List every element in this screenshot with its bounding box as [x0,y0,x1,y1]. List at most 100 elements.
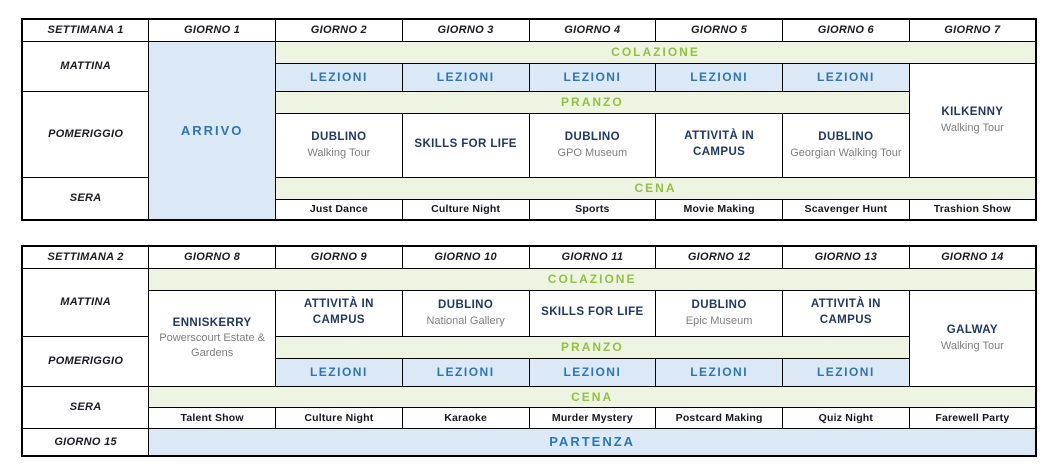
week2-pranzo-cell: PRANZO [275,335,910,359]
week2-label-giorno-15: GIORNO 15 [21,427,150,457]
activity-title: DUBLINO [564,131,620,144]
week1-breakfast-row: MATTINA ARRIVO COLAZIONE [21,40,1037,221]
week1-lessons-row: LEZIONI LEZIONI LEZIONI LEZIONI LEZIONI … [22,62,1037,178]
week2-lezioni-giorno-11: LEZIONI [528,357,657,387]
week2-header-giorno-13: GIORNO 13 [782,245,910,269]
trip-subtitle: Walking Tour [940,339,1004,352]
week1-activity-giorno-2: DUBLINO Walking Tour [275,112,403,178]
week2-label-pomeriggio: POMERIGGIO [21,335,150,387]
week1-lezioni-giorno-2: LEZIONI [275,62,403,92]
week2-evening-giorno-10: Karaoke [401,406,530,429]
week2-dinner-row: SERA CENA [21,385,1037,429]
week2-colazione-cell: COLAZIONE [148,267,1037,291]
week2-evening-giorno-9: Culture Night [275,406,403,429]
week2-activity-giorno-12: DUBLINO Epic Museum [655,289,783,337]
week2-header-giorno-11: GIORNO 11 [528,245,657,269]
week2-cena-cell: CENA [148,385,1037,408]
week2-galway-cell: GALWAY Walking Tour [908,289,1037,387]
activity-subtitle: Epic Museum [685,314,753,327]
week2-morning-activities-row: ENNISKERRY Powerscourt Estate & Gardens … [22,289,1037,387]
week1-header-giorno-1: GIORNO 1 [148,18,276,42]
week2-header-giorno-12: GIORNO 12 [655,245,783,269]
activity-subtitle: National Gallery [426,314,505,327]
week2-lezioni-giorno-13: LEZIONI [782,357,910,387]
trip-subtitle: Powerscourt Estate & Gardens [159,332,266,359]
week1-header-giorno-2: GIORNO 2 [275,18,403,42]
tables-gap [21,221,1037,245]
week2-breakfast-row: MATTINA COLAZIONE [21,267,1037,337]
week1-evening-giorno-6: Scavenger Hunt [782,198,910,221]
week2-evening-activities-row: Talent Show Culture Night Karaoke Murder… [22,406,1037,429]
activity-title: SKILLS FOR LIFE [414,138,517,151]
week1-evening-giorno-7: Trashion Show [908,198,1037,221]
week2-label-sera: SERA [21,385,150,429]
schedule-wrap: SETTIMANA 1 GIORNO 1 GIORNO 2 GIORNO 3 G… [21,18,1037,457]
activity-subtitle: Walking Tour [307,146,371,159]
week2-header-giorno-8: GIORNO 8 [148,245,276,269]
week1-arrivo-cell: ARRIVO [148,40,276,221]
week1-lezioni-giorno-5: LEZIONI [655,62,783,92]
week1-evening-giorno-3: Culture Night [401,198,530,221]
week1-header-row: SETTIMANA 1 GIORNO 1 GIORNO 2 GIORNO 3 G… [21,18,1037,42]
week1-lezioni-giorno-6: LEZIONI [782,62,910,92]
activity-title: DUBLINO [818,131,874,144]
week2-activity-giorno-10: DUBLINO National Gallery [401,289,530,337]
week1-evening-giorno-2: Just Dance [275,198,403,221]
week1-cena-cell: CENA [275,176,1037,200]
week2-header-settimana: SETTIMANA 2 [21,245,150,269]
week1-header-giorno-3: GIORNO 3 [401,18,530,42]
activity-title: ATTIVITÀ IN CAMPUS [684,130,755,158]
trip-title: KILKENNY [941,106,1004,119]
week1-header-settimana: SETTIMANA 1 [21,18,150,42]
week1-colazione-cell: COLAZIONE [275,40,1037,64]
week2-enniskerry-cell: ENNISKERRY Powerscourt Estate & Gardens [148,289,276,387]
week1-pranzo-cell: PRANZO [275,90,910,114]
activity-title: ATTIVITÀ IN CAMPUS [303,298,374,326]
week2-activity-giorno-11: SKILLS FOR LIFE [528,289,657,337]
week1-header-giorno-7: GIORNO 7 [908,18,1037,42]
activity-title: DUBLINO [691,299,747,312]
week1-evening-giorno-4: Sports [528,198,657,221]
week2-departure-row: GIORNO 15 PARTENZA [21,427,1037,457]
week2-activity-giorno-13: ATTIVITÀ IN CAMPUS [782,289,910,337]
week2-activity-giorno-9: ATTIVITÀ IN CAMPUS [275,289,403,337]
week2-header-giorno-9: GIORNO 9 [275,245,403,269]
week1-lezioni-giorno-4: LEZIONI [528,62,657,92]
week1-evening-activities-row: Just Dance Culture Night Sports Movie Ma… [22,198,1037,221]
week1-kilkenny-cell: KILKENNY Walking Tour [908,62,1037,178]
activity-subtitle: GPO Museum [557,146,628,159]
week2-header-giorno-14: GIORNO 14 [908,245,1037,269]
week1-header-giorno-5: GIORNO 5 [655,18,783,42]
week2-lezioni-giorno-10: LEZIONI [401,357,530,387]
week2-evening-giorno-14: Farewell Party [908,406,1037,429]
week1-activity-giorno-6: DUBLINO Georgian Walking Tour [782,112,910,178]
week1-label-sera: SERA [21,176,150,221]
trip-title: GALWAY [946,324,998,337]
trip-title: ENNISKERRY [172,316,252,329]
week2-evening-giorno-8: Talent Show [148,406,276,429]
week2-header-row: SETTIMANA 2 GIORNO 8 GIORNO 9 GIORNO 10 … [21,245,1037,269]
activity-title: ATTIVITÀ IN CAMPUS [810,298,881,326]
week2-lessons-row: LEZIONI LEZIONI LEZIONI LEZIONI LEZIONI [22,357,1036,387]
week2-evening-giorno-11: Murder Mystery [528,406,657,429]
week2-evening-giorno-13: Quiz Night [782,406,910,429]
week2-header-giorno-10: GIORNO 10 [401,245,530,269]
trip-subtitle: Walking Tour [940,121,1004,134]
week1-header-giorno-6: GIORNO 6 [782,18,910,42]
week1-activity-giorno-3: SKILLS FOR LIFE [401,112,530,178]
week1-label-mattina: MATTINA [21,40,150,92]
week2-evening-giorno-12: Postcard Making [655,406,783,429]
week2-lezioni-giorno-9: LEZIONI [275,357,403,387]
activity-title: DUBLINO [311,131,367,144]
week1-label-pomeriggio: POMERIGGIO [21,90,150,178]
week2-table: SETTIMANA 2 GIORNO 8 GIORNO 9 GIORNO 10 … [21,245,1037,457]
week1-table: SETTIMANA 1 GIORNO 1 GIORNO 2 GIORNO 3 G… [21,18,1037,221]
week1-evening-giorno-5: Movie Making [655,198,783,221]
week2-partenza-cell: PARTENZA [148,427,1037,457]
week1-dinner-row: SERA CENA [21,176,1037,221]
week2-lunch-row: POMERIGGIO PRANZO [21,335,1036,387]
activity-title: SKILLS FOR LIFE [541,306,644,319]
activity-title: DUBLINO [438,299,494,312]
activity-subtitle: Georgian Walking Tour [790,146,902,159]
